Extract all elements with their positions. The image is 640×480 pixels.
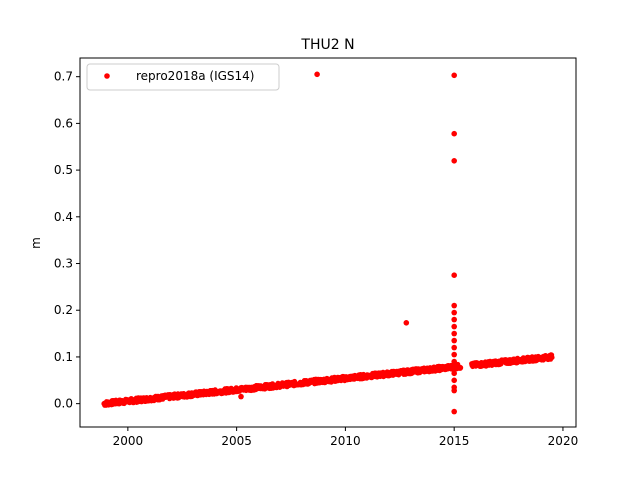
x-tick-label: 2000: [113, 434, 144, 448]
data-points: [101, 71, 555, 415]
y-tick-label: 0.4: [54, 210, 73, 224]
x-tick-label: 2010: [330, 434, 361, 448]
y-tick-label: 0.3: [54, 257, 73, 271]
outlier-point: [451, 344, 458, 351]
legend-box: [86, 63, 280, 91]
x-tick-label: 2005: [221, 434, 252, 448]
chart-title: THU2 N: [300, 37, 354, 53]
data-point: [458, 365, 464, 371]
outlier-point: [451, 370, 458, 377]
outlier-point: [451, 158, 458, 164]
outlier-point: [403, 320, 410, 326]
outlier-point: [451, 377, 458, 384]
outlier-point: [451, 72, 458, 79]
outlier-point: [451, 272, 458, 279]
y-tick-label: 0.2: [54, 303, 73, 317]
x-tick-label: 2015: [439, 434, 470, 448]
legend-label: repro2018a (IGS14): [136, 69, 254, 83]
plot-frame: [79, 57, 577, 428]
y-tick-label: 0.6: [54, 116, 73, 130]
y-axis: 0.0 0.1 0.2 0.3 0.4 0.5 0.6 0.7: [54, 70, 80, 411]
outlier-point: [451, 302, 458, 309]
outlier-point: [451, 130, 458, 137]
y-tick-label: 0.5: [54, 163, 73, 177]
outlier-point: [451, 358, 458, 365]
y-tick-label: 0.1: [54, 350, 73, 364]
legend-marker: [104, 73, 110, 79]
y-tick-label: 0.7: [54, 70, 73, 84]
data-point: [549, 355, 555, 360]
outlier-point: [451, 330, 458, 337]
y-tick-label: 0.0: [54, 397, 73, 411]
outlier-point: [451, 337, 458, 344]
outlier-point: [314, 71, 320, 78]
outlier-point: [451, 408, 458, 415]
outlier-point: [451, 323, 458, 330]
x-tick-label: 2020: [548, 434, 579, 448]
outlier-point: [451, 309, 458, 316]
plot-area: 2000 2005 2010 2015 2020 0.00.10.20.30.40.50…: [54, 57, 579, 448]
legend: repro2018a (IGS14): [86, 63, 280, 91]
outlier-point: [451, 316, 458, 323]
outlier-point: [451, 387, 458, 394]
outlier-point: [451, 351, 458, 358]
y-axis-label: m: [29, 237, 43, 249]
x-axis: 2000 2005 2010 2015 2020: [113, 427, 579, 448]
outlier-point: [238, 393, 244, 400]
